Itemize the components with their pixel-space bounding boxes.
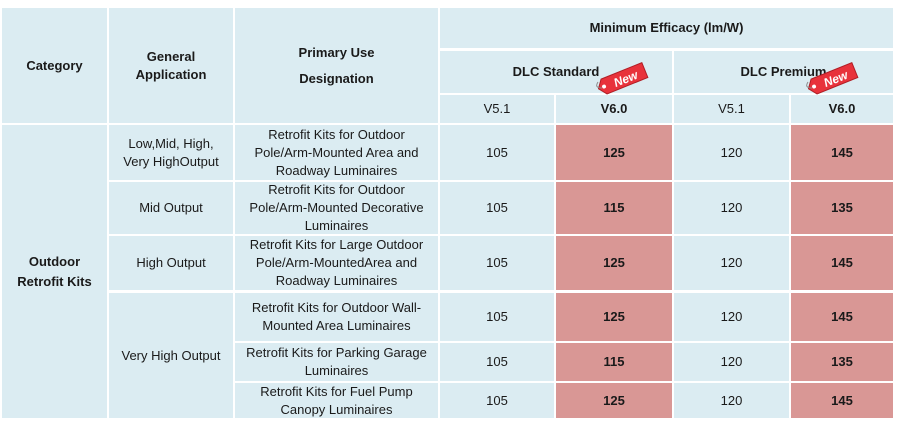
std-v60-cell: 115 xyxy=(556,182,672,234)
header-category: Category xyxy=(2,8,107,123)
new-tag-icon: New xyxy=(596,61,649,95)
general-application-cell: Low,Mid, High, Very HighOutput xyxy=(109,125,233,180)
std-v51-cell: 105 xyxy=(440,293,554,341)
general-application-cell: Very High Output xyxy=(109,293,233,418)
prem-v51-cell: 120 xyxy=(674,383,789,418)
primary-use-cell: Retrofit Kits for Outdoor Wall-Mounted A… xyxy=(235,293,438,341)
prem-v60-cell: 145 xyxy=(791,125,893,180)
std-v51-cell: 105 xyxy=(440,343,554,381)
header-dlc-premium: DLC Premium xyxy=(674,51,893,93)
primary-use-cell: Retrofit Kits for Outdoor Pole/Arm-Mount… xyxy=(235,182,438,234)
prem-v60-cell: 145 xyxy=(791,383,893,418)
primary-use-cell: Retrofit Kits for Outdoor Pole/Arm-Mount… xyxy=(235,125,438,180)
header-general-application: General Application xyxy=(109,8,233,123)
prem-v51-cell: 120 xyxy=(674,182,789,234)
row-divider xyxy=(235,341,438,343)
prem-v51-cell: 120 xyxy=(674,125,789,180)
header-premium-v51: V5.1 xyxy=(674,95,789,123)
std-v51-cell: 105 xyxy=(440,236,554,290)
general-application-cell: Mid Output xyxy=(109,182,233,234)
prem-v60-cell: 135 xyxy=(791,343,893,381)
std-v60-cell: 125 xyxy=(556,125,672,180)
header-standard-v60: V6.0 xyxy=(556,95,672,123)
header-primary-use: Primary Use Designation xyxy=(235,8,438,123)
std-v51-cell: 105 xyxy=(440,182,554,234)
primary-use-cell: Retrofit Kits for Fuel Pump Canopy Lumin… xyxy=(235,383,438,418)
std-v60-cell: 115 xyxy=(556,343,672,381)
prem-v51-cell: 120 xyxy=(674,236,789,290)
prem-v60-cell: 135 xyxy=(791,182,893,234)
header-minimum-efficacy: Minimum Efficacy (lm/W) xyxy=(440,8,893,48)
std-v51-cell: 105 xyxy=(440,383,554,418)
prem-v60-cell: 145 xyxy=(791,236,893,290)
std-v60-cell: 125 xyxy=(556,293,672,341)
new-tag-icon: New xyxy=(806,61,859,95)
row-divider xyxy=(235,381,893,383)
header-premium-v60: V6.0 xyxy=(791,95,893,123)
std-v60-cell: 125 xyxy=(556,236,672,290)
general-application-cell: High Output xyxy=(109,236,233,290)
std-v51-cell: 105 xyxy=(440,125,554,180)
prem-v51-cell: 120 xyxy=(674,343,789,381)
prem-v51-cell: 120 xyxy=(674,293,789,341)
header-standard-v51: V5.1 xyxy=(440,95,554,123)
category-cell: Outdoor Retrofit Kits xyxy=(2,125,107,418)
primary-use-cell: Retrofit Kits for Parking Garage Luminai… xyxy=(235,343,438,381)
prem-v60-cell: 145 xyxy=(791,293,893,341)
std-v60-cell: 125 xyxy=(556,383,672,418)
primary-use-cell: Retrofit Kits for Large Outdoor Pole/Arm… xyxy=(235,236,438,290)
